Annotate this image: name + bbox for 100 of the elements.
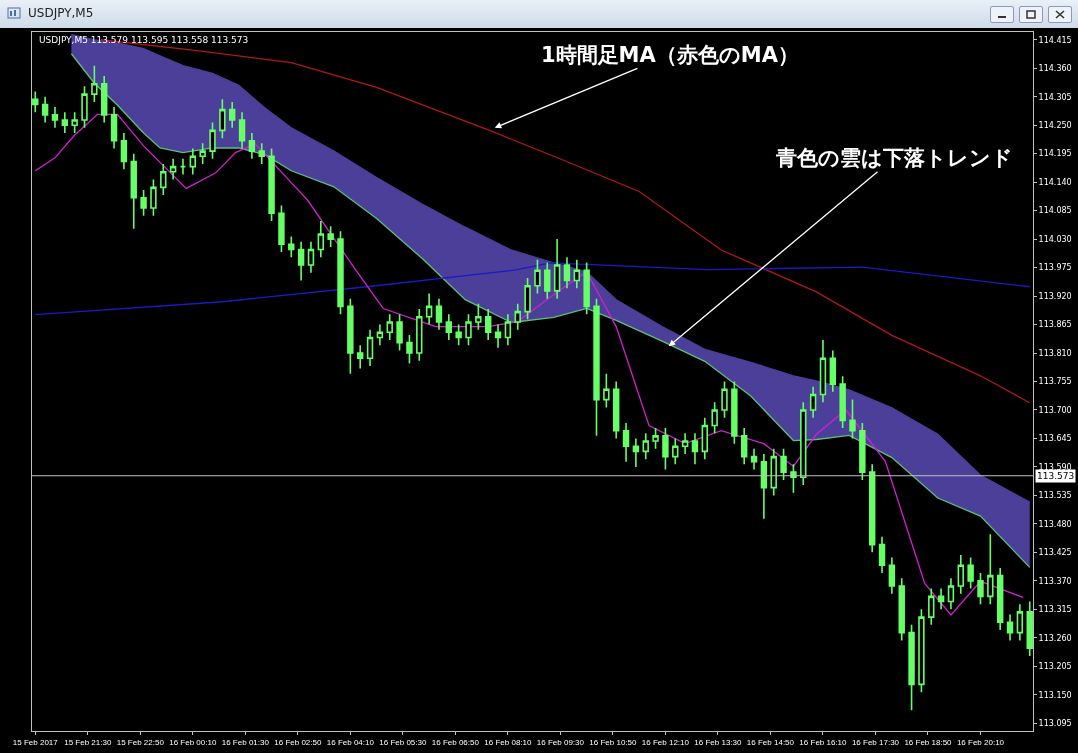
candlestick bbox=[691, 432, 699, 466]
y-tick-label: 113.095 bbox=[1038, 719, 1072, 729]
candlestick bbox=[179, 158, 187, 176]
x-tick-label: 16 Feb 16:10 bbox=[799, 737, 848, 747]
candlestick bbox=[612, 380, 620, 440]
candlestick bbox=[1016, 603, 1024, 642]
candlestick bbox=[376, 323, 384, 347]
candlestick bbox=[366, 328, 374, 367]
y-tick-label: 113.205 bbox=[1038, 662, 1072, 672]
candlestick bbox=[337, 230, 344, 315]
line-series bbox=[34, 113, 1024, 616]
candlestick bbox=[199, 142, 206, 165]
candlestick bbox=[898, 577, 905, 642]
candlestick bbox=[209, 121, 216, 160]
y-tick-label: 113.755 bbox=[1038, 377, 1072, 387]
candlestick bbox=[987, 533, 994, 605]
candlestick bbox=[681, 432, 689, 455]
x-tick-label: 16 Feb 06:50 bbox=[431, 737, 480, 747]
candlestick bbox=[475, 303, 482, 331]
candlestick bbox=[386, 313, 393, 341]
candlestick bbox=[238, 111, 246, 150]
candlestick bbox=[100, 75, 108, 124]
candlestick bbox=[110, 106, 118, 150]
candlestick bbox=[573, 259, 581, 290]
candlestick bbox=[996, 567, 1004, 631]
y-tick-label: 113.425 bbox=[1038, 548, 1072, 558]
x-tick-label: 15 Feb 21:30 bbox=[64, 737, 112, 747]
x-tick-label: 15 Feb 2017 bbox=[12, 737, 59, 747]
candlestick bbox=[61, 111, 69, 134]
y-tick-label: 113.810 bbox=[1038, 348, 1072, 358]
candlestick bbox=[160, 163, 167, 196]
candlestick bbox=[603, 372, 610, 409]
candlestick bbox=[81, 85, 88, 129]
candlestick bbox=[41, 95, 49, 124]
x-tick-label: 16 Feb 18:50 bbox=[904, 737, 953, 747]
candlestick bbox=[130, 152, 137, 230]
y-tick-label: 113.150 bbox=[1038, 690, 1072, 700]
y-tick-label: 114.305 bbox=[1038, 92, 1072, 102]
candlestick bbox=[819, 339, 827, 404]
candlestick bbox=[888, 556, 896, 595]
candlestick bbox=[297, 240, 305, 282]
x-tick-label: 16 Feb 01:30 bbox=[221, 737, 270, 747]
candlestick bbox=[327, 225, 334, 248]
candlestick bbox=[455, 323, 462, 347]
x-tick-label: 16 Feb 10:50 bbox=[589, 737, 638, 747]
candlestick bbox=[878, 536, 886, 574]
candlestick bbox=[839, 375, 846, 429]
candlestick bbox=[317, 220, 325, 259]
candlestick bbox=[219, 98, 226, 139]
candlestick bbox=[918, 608, 925, 693]
candlestick bbox=[396, 313, 403, 352]
y-tick-label: 113.315 bbox=[1038, 605, 1072, 615]
line-series bbox=[34, 262, 1031, 316]
candlestick bbox=[228, 101, 236, 129]
candlestick bbox=[71, 111, 78, 134]
x-tick-label: 16 Feb 04:10 bbox=[326, 737, 375, 747]
candlestick bbox=[672, 437, 679, 466]
candlestick bbox=[868, 463, 876, 554]
x-tick-label: 16 Feb 13:30 bbox=[694, 737, 743, 747]
candlestick bbox=[1006, 613, 1014, 642]
candlestick bbox=[51, 106, 59, 129]
x-tick-label: 16 Feb 02:50 bbox=[274, 737, 322, 747]
y-tick-label: 114.140 bbox=[1038, 177, 1072, 187]
candlestick bbox=[642, 432, 649, 460]
x-tick-label: 16 Feb 09:30 bbox=[536, 737, 585, 747]
candlestick bbox=[120, 132, 128, 171]
y-tick-label: 113.260 bbox=[1038, 633, 1072, 643]
y-tick-label: 113.700 bbox=[1038, 405, 1072, 415]
y-tick-label: 114.250 bbox=[1038, 121, 1072, 130]
candlestick bbox=[169, 158, 177, 181]
x-tick-label: 16 Feb 20:10 bbox=[956, 737, 1005, 747]
candlestick bbox=[711, 401, 718, 435]
candlestick bbox=[731, 380, 738, 445]
candlestick bbox=[416, 308, 423, 362]
candlestick bbox=[524, 277, 531, 321]
candlestick bbox=[514, 303, 521, 331]
candlestick bbox=[563, 256, 571, 290]
x-tick-label: 16 Feb 14:50 bbox=[746, 737, 795, 747]
candlestick bbox=[632, 437, 640, 468]
chart-title: USDJPY,M5 bbox=[28, 6, 94, 20]
candlestick bbox=[947, 577, 955, 611]
candlestick bbox=[258, 142, 265, 165]
candlestick bbox=[288, 235, 295, 259]
candlestick bbox=[740, 427, 748, 466]
candlestick bbox=[780, 448, 787, 481]
candlestick bbox=[770, 448, 777, 497]
candlestick bbox=[150, 178, 157, 217]
candlestick bbox=[504, 313, 512, 347]
candlestick bbox=[859, 422, 866, 481]
x-tick-label: 16 Feb 17:30 bbox=[851, 737, 900, 747]
y-tick-label: 113.865 bbox=[1038, 320, 1072, 330]
candlestick bbox=[307, 240, 315, 274]
y-tick-label: 113.645 bbox=[1038, 434, 1072, 444]
y-tick-label: 114.030 bbox=[1038, 234, 1072, 244]
candlestick bbox=[91, 64, 98, 103]
annotation: 1時間足MA（赤色のMA） bbox=[541, 43, 799, 67]
x-tick-label: 15 Feb 22:50 bbox=[116, 737, 165, 747]
annotation: 青色の雲は下落トレンド bbox=[775, 146, 1013, 170]
x-tick-label: 16 Feb 00:10 bbox=[169, 737, 217, 747]
candlestick bbox=[928, 587, 935, 626]
